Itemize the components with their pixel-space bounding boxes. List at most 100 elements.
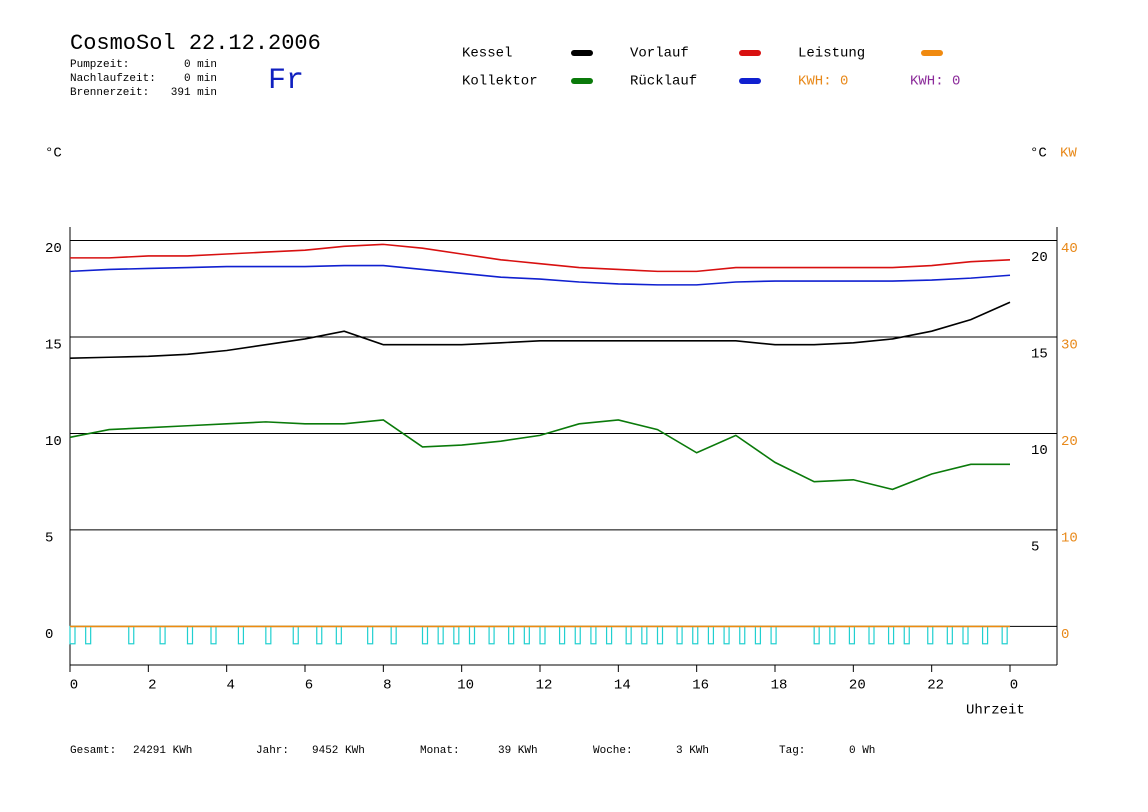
x-tick-label: 10 [457, 678, 474, 694]
y2-tick-label: 10 [1061, 531, 1078, 547]
pulse [981, 625, 989, 645]
pulse [186, 625, 194, 645]
footer-value: 24291 KWh [133, 745, 192, 757]
footer-value: 3 KWh [676, 745, 709, 757]
pulse [453, 625, 460, 645]
pulse [558, 625, 566, 645]
footer-label: Gesamt: [70, 745, 116, 757]
pulse [367, 625, 374, 645]
y-tick-label: 10 [45, 434, 62, 450]
legend-label: Kessel [462, 46, 512, 62]
x-tick-label: 2 [148, 678, 156, 694]
pulse [903, 625, 910, 645]
pulse [946, 625, 953, 645]
pulse [421, 625, 429, 645]
x-tick-label: 4 [226, 678, 234, 694]
y3-tick-label: 20 [1031, 250, 1048, 266]
stat-label: Brennerzeit: [70, 87, 149, 99]
y-tick-label: 5 [45, 531, 53, 547]
pulse [692, 625, 699, 645]
pulse [887, 625, 895, 645]
pulse [829, 625, 836, 645]
y-axis-label: °C [45, 146, 62, 162]
legend-label: Vorlauf [630, 46, 689, 62]
pulse [508, 625, 515, 645]
kwh-label: KWH: 0 [798, 74, 848, 90]
pulse [539, 625, 546, 645]
pulse [85, 625, 92, 645]
y2-tick-label: 0 [1061, 627, 1069, 643]
pulse [292, 625, 299, 645]
pulse [437, 625, 444, 645]
pulse [69, 625, 76, 645]
x-axis-label: Uhrzeit [966, 703, 1025, 719]
pulse [159, 625, 166, 645]
footer-value: 0 Wh [849, 745, 875, 757]
y2-tick-label: 30 [1061, 338, 1078, 354]
x-tick-label: 22 [927, 678, 944, 694]
pulse [390, 625, 397, 645]
series-line [69, 301, 1011, 360]
stat-value: 0 min [184, 59, 217, 71]
x-tick-label: 0 [70, 678, 78, 694]
pulse [574, 625, 581, 645]
pulse [868, 625, 875, 645]
stat-value: 391 min [171, 87, 217, 99]
y3-axis-label: °C [1030, 146, 1047, 162]
footer-value: 9452 KWh [312, 745, 365, 757]
pulse [590, 625, 597, 645]
y3-tick-label: 15 [1031, 347, 1048, 363]
legend-label: Leistung [798, 46, 865, 62]
legend-label: Kollektor [462, 74, 538, 90]
kwh-label: KWH: 0 [910, 74, 960, 90]
pulse [1001, 625, 1008, 645]
footer-label: Tag: [779, 745, 805, 757]
x-tick-label: 16 [692, 678, 709, 694]
pulse [335, 625, 342, 645]
pulse [237, 625, 245, 645]
x-tick-label: 6 [305, 678, 313, 694]
y3-tick-label: 5 [1031, 540, 1039, 556]
pulse [468, 625, 476, 645]
pulse [754, 625, 762, 645]
pulse [316, 625, 323, 645]
pulse [848, 625, 856, 645]
series-line [69, 264, 1011, 286]
stat-label: Pumpzeit: [70, 59, 129, 71]
x-tick-label: 20 [849, 678, 866, 694]
pulse [128, 625, 135, 645]
y-tick-label: 20 [45, 241, 62, 257]
pulse [625, 625, 632, 645]
y3-tick-label: 10 [1031, 443, 1048, 459]
pulse [641, 625, 648, 645]
footer-label: Woche: [593, 745, 633, 757]
stat-label: Nachlaufzeit: [70, 73, 156, 85]
pulse [210, 625, 217, 645]
footer-value: 39 KWh [498, 745, 538, 757]
y2-tick-label: 20 [1061, 434, 1078, 450]
pulse [739, 625, 746, 645]
legend-label: Rücklauf [630, 74, 697, 90]
x-tick-label: 14 [614, 678, 631, 694]
y-tick-label: 0 [45, 627, 53, 643]
x-tick-label: 8 [383, 678, 391, 694]
pulse [927, 625, 934, 645]
series-line [70, 243, 1011, 273]
x-tick-label: 0 [1010, 678, 1018, 694]
series-line [69, 419, 1010, 491]
pulse [656, 625, 664, 645]
y-tick-label: 15 [45, 338, 62, 354]
weekday: Fr [268, 64, 304, 98]
stat-value: 0 min [184, 73, 217, 85]
pulse [770, 625, 777, 645]
pulse [813, 625, 820, 645]
x-tick-label: 18 [771, 678, 788, 694]
pulse [723, 625, 730, 645]
pulse [707, 625, 715, 645]
pulse [676, 625, 683, 645]
title: CosmoSol 22.12.2006 [70, 31, 321, 56]
x-tick-label: 12 [536, 678, 553, 694]
footer-label: Monat: [420, 745, 460, 757]
y2-axis-label: KW [1060, 146, 1077, 162]
